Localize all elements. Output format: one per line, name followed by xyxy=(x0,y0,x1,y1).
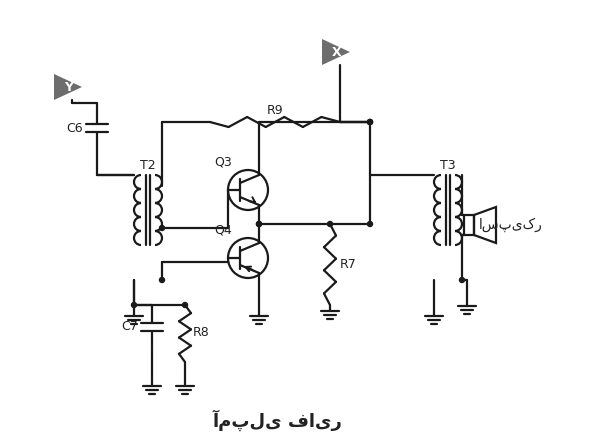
Circle shape xyxy=(368,120,373,125)
Circle shape xyxy=(160,225,165,231)
Text: آمپلی فایر: آمپلی فایر xyxy=(212,409,342,431)
Circle shape xyxy=(368,120,373,125)
Circle shape xyxy=(327,221,333,227)
Circle shape xyxy=(368,120,373,125)
Text: X: X xyxy=(332,46,342,59)
Text: Y: Y xyxy=(64,81,74,94)
Text: C7: C7 xyxy=(121,319,138,332)
Text: Q4: Q4 xyxy=(214,224,232,237)
Circle shape xyxy=(257,221,262,227)
Circle shape xyxy=(131,302,136,307)
Polygon shape xyxy=(54,74,82,100)
Text: R8: R8 xyxy=(193,327,209,340)
Text: T2: T2 xyxy=(140,159,156,172)
Text: Q3: Q3 xyxy=(214,155,232,168)
Circle shape xyxy=(368,221,373,227)
Circle shape xyxy=(257,221,262,227)
Circle shape xyxy=(160,277,165,283)
Text: C6: C6 xyxy=(66,121,83,134)
Text: R9: R9 xyxy=(266,103,283,116)
Circle shape xyxy=(182,302,187,307)
Text: اسپیکر: اسپیکر xyxy=(479,218,543,232)
Bar xyxy=(464,215,474,235)
Text: T3: T3 xyxy=(440,159,456,172)
Polygon shape xyxy=(322,39,350,65)
Circle shape xyxy=(459,277,465,283)
Text: R7: R7 xyxy=(340,258,356,271)
